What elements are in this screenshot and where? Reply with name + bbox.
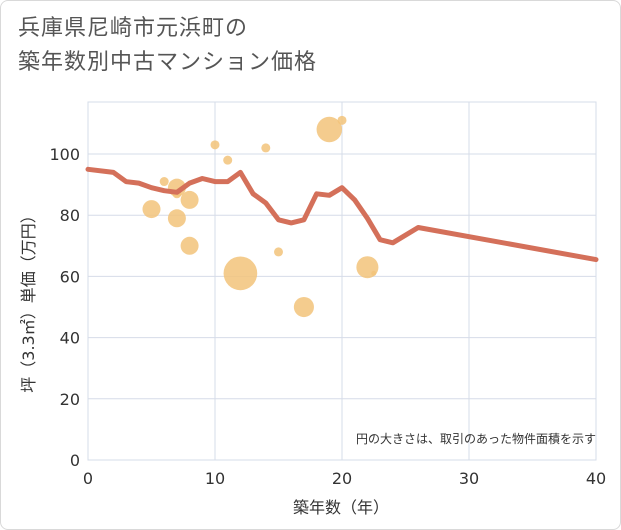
y-tick-label: 20 <box>60 390 80 409</box>
bubble-point <box>159 177 169 187</box>
bubble-point <box>223 155 233 165</box>
bubble-point <box>180 236 199 255</box>
y-tick-labels: 0 20 40 60 80 100 <box>49 145 80 470</box>
bubble-point <box>316 116 343 143</box>
title-line-2: 築年数別中古マンション価格 <box>18 50 318 75</box>
x-axis-title: 築年数（年） <box>293 498 389 517</box>
bubble-point <box>371 270 377 276</box>
chart-title: 兵庫県尼崎市元浜町の 築年数別中古マンション価格 <box>18 12 317 80</box>
x-tick-label: 10 <box>205 469 225 488</box>
bubble-point <box>167 209 186 228</box>
y-tick-label: 80 <box>60 206 80 225</box>
title-line-1: 兵庫県尼崎市元浜町の <box>18 16 249 41</box>
bubble-point <box>293 296 314 318</box>
bubble-point <box>261 143 271 153</box>
grid-lines <box>87 101 597 461</box>
y-tick-label: 60 <box>60 267 80 286</box>
y-tick-label: 100 <box>49 145 80 164</box>
x-tick-label: 30 <box>459 469 479 488</box>
x-tick-label: 40 <box>586 469 606 488</box>
bubble-point <box>274 247 283 257</box>
x-tick-label: 0 <box>83 469 93 488</box>
bubble-point <box>180 190 199 209</box>
y-tick-label: 0 <box>70 451 80 470</box>
plot-border <box>87 101 597 461</box>
bubble-point <box>142 200 161 219</box>
y-axis-title: 坪（3.3㎡）単価（万円） <box>19 207 38 392</box>
y-tick-label: 40 <box>60 329 80 348</box>
size-note: 円の大きさは、取引のあった物件面積を示す <box>356 431 596 446</box>
bubble-point <box>337 115 347 125</box>
bubble-point <box>210 140 220 150</box>
x-tick-labels: 0 10 20 30 40 <box>83 469 606 488</box>
x-tick-label: 20 <box>332 469 352 488</box>
trend-line <box>85 166 599 263</box>
bubble-point <box>223 256 258 291</box>
bubble-layer <box>142 115 379 318</box>
